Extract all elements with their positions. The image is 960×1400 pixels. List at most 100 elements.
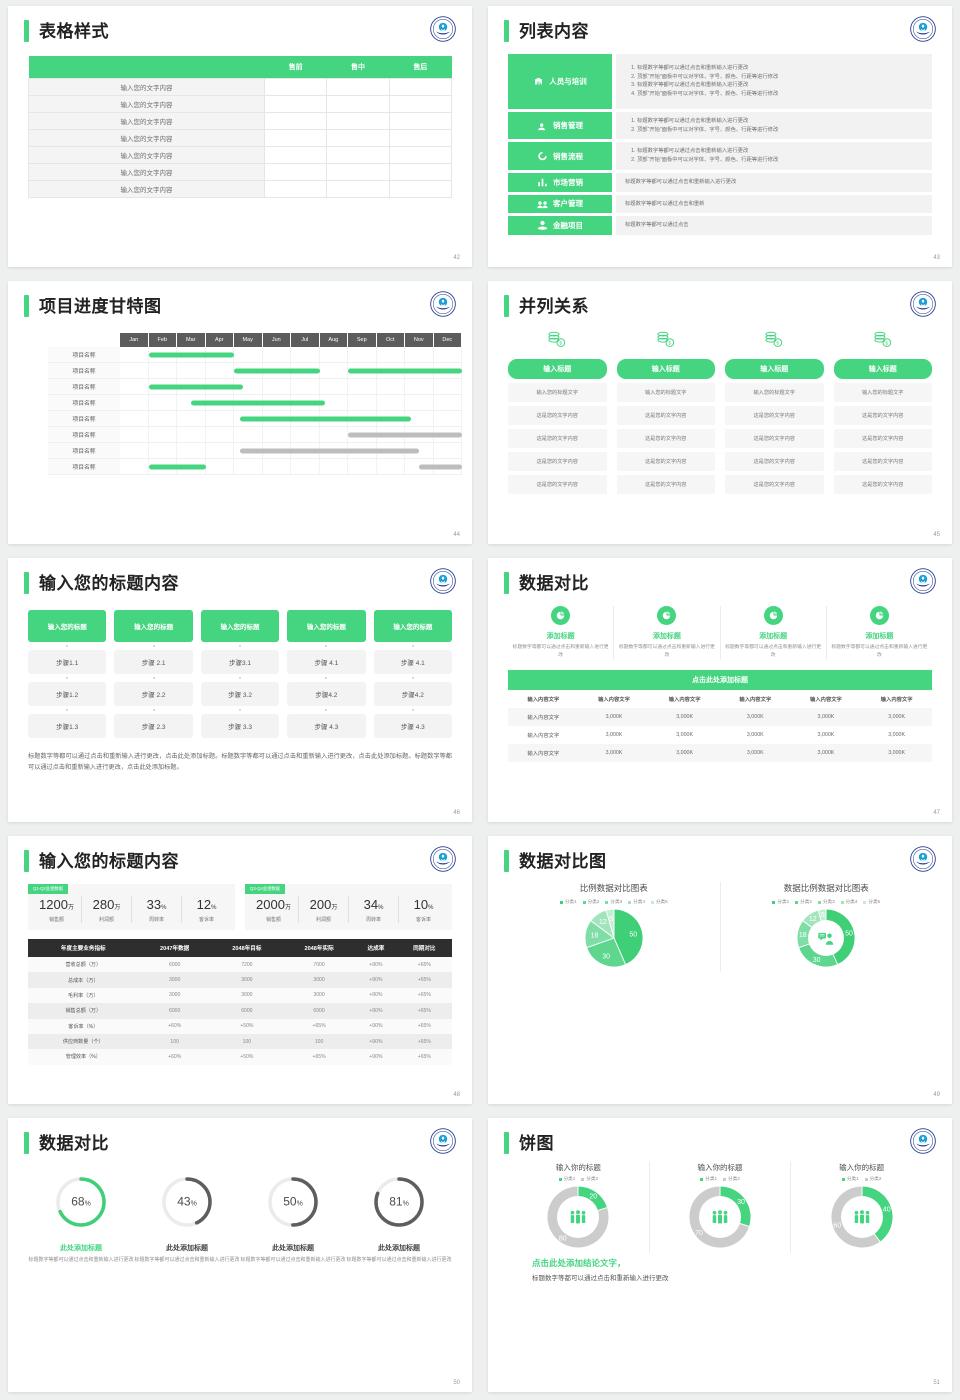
list-item-tag[interactable]: 金融项目 xyxy=(508,216,612,236)
step-item[interactable]: 步骤4.2 xyxy=(373,682,453,706)
stat-card[interactable]: 添加标题 标题数字等都可以通过点击和重新输入进行更改 xyxy=(508,606,615,661)
parallel-column-item[interactable]: 这是您的文字内容 xyxy=(616,452,715,471)
gantt-bar[interactable] xyxy=(234,368,320,373)
slide-cell-44[interactable]: 项目进度甘特图 Jan Feb Mar Apr May Jun Jul Aug Sep Oct No… xyxy=(0,275,480,552)
slide-cell-49[interactable]: 数据对比图 比例数据对比图表 分类1 分类2 分类3 分类4 分类5 50 30 18 12 5 数据… xyxy=(480,830,960,1112)
slide-42[interactable]: 表格样式 售前 售中 售后 输入您的文字内容 输入您的文字内容 输入您的文字内容 输入… xyxy=(8,6,472,267)
slide-cell-47[interactable]: 数据对比 添加标题 标题数字等都可以通过点击和重新输入进行更改 添加标题 标题数字等都… xyxy=(480,552,960,830)
step-item[interactable]: 步骤 4.3 xyxy=(287,714,366,738)
gantt-bar[interactable] xyxy=(191,400,326,405)
gantt-bar[interactable] xyxy=(148,384,243,389)
list-item-tag[interactable]: 销售管理 xyxy=(508,111,612,140)
parallel-column-item[interactable]: 输入您的标题文字 xyxy=(725,383,824,402)
legend-entry[interactable]: 分类2 xyxy=(582,899,599,905)
parallel-column-head[interactable]: 输入标题 xyxy=(616,359,715,379)
list-item[interactable]: 人员与培训标题数字等都可以通过点击和重新输入进行更改顶部“开始”面板中可以对字体… xyxy=(508,54,932,109)
slide-cell-50[interactable]: 数据对比 68% 此处添加标题 标题数字等都可以通过点击和重新输入进行更改 43% 此处… xyxy=(0,1112,480,1400)
slide-50[interactable]: 数据对比 68% 此处添加标题 标题数字等都可以通过点击和重新输入进行更改 43% 此处… xyxy=(8,1118,472,1392)
list-item[interactable]: 销售管理 标题数字等都可以通过点击和重新输入进行更改顶部“开始”面板中可以对字体、… xyxy=(508,111,932,140)
list-item-tag[interactable]: 人员与培训 xyxy=(508,54,612,109)
parallel-column-head[interactable]: 输入标题 xyxy=(508,359,607,379)
gantt-bar[interactable] xyxy=(419,464,462,469)
slide-cell-42[interactable]: 表格样式 售前 售中 售后 输入您的文字内容 输入您的文字内容 输入您的文字内容 输入… xyxy=(0,0,480,275)
step-item[interactable]: 步骤 3.2 xyxy=(200,682,280,706)
list-item-tag[interactable]: 客户管理 xyxy=(508,194,612,214)
legend-entry[interactable]: 分类1 xyxy=(772,899,789,905)
legend-entry[interactable]: 分类1 xyxy=(841,1176,859,1182)
legend-entry[interactable]: 分类4 xyxy=(840,899,857,905)
parallel-column-item[interactable]: 这是您的文字内容 xyxy=(725,475,824,494)
pie-slice[interactable] xyxy=(613,908,644,966)
gantt-bar[interactable] xyxy=(348,368,462,373)
step-item[interactable]: 步骤 2.1 xyxy=(114,650,193,674)
slide-cell-48[interactable]: 输入您的标题内容 Q1-Q2业绩数据 1200万 销售额 280万 利润额 33% 周转率 1… xyxy=(0,830,480,1112)
list-item[interactable]: 金融项目 标题数字等都可以通过点击 xyxy=(508,216,932,236)
parallel-column-item[interactable]: 这是您的文字内容 xyxy=(833,406,932,425)
parallel-column-item[interactable]: 输入您的标题文字 xyxy=(508,383,607,402)
pie-slice[interactable] xyxy=(585,937,626,968)
list-item[interactable]: 销售流程 标题数字等都可以通过点击和重新输入进行更改顶部“开始”面板中可以对字体、… xyxy=(508,142,932,170)
legend-entry[interactable]: 分类3 xyxy=(605,899,622,905)
list-item[interactable]: 市场营销 标题数字等都可以通过点击和重新输入进行更改 xyxy=(508,172,932,192)
gantt-bar[interactable] xyxy=(239,448,420,453)
stat-card[interactable]: 添加标题 标题数字等都可以通过点击和重新输入进行更改 xyxy=(721,606,827,661)
parallel-column-item[interactable]: 这是您的文字内容 xyxy=(725,406,824,425)
pie-slice[interactable] xyxy=(546,1185,610,1249)
stat-card[interactable]: 添加标题 标题数字等都可以通过点击和重新输入进行更改 xyxy=(614,606,721,661)
step-item[interactable]: 步骤 2.3 xyxy=(114,714,193,738)
step-item[interactable]: 步骤 3.3 xyxy=(200,714,280,738)
parallel-column-item[interactable]: 这是您的文字内容 xyxy=(616,429,715,448)
slide-51[interactable]: 饼图 输入你的标题 分类1 分类2 20 80 输入你的标题 分类1 分类2 30 70 输入你的标… xyxy=(488,1118,952,1392)
legend-entry[interactable]: 分类1 xyxy=(558,1176,575,1182)
parallel-column-item[interactable]: 这是您的文字内容 xyxy=(616,475,715,494)
step-item[interactable]: 步骤 2.2 xyxy=(114,682,193,706)
slide-cell-43[interactable]: 列表内容 人员与培训标题数字等都可以通过点击和重新输入进行更改顶部“开始”面板中… xyxy=(480,0,960,275)
slide-45[interactable]: 并列关系 $ 输入标题 输入您的标题文字 这是您的文字内容 这是您的文字内容 这是您的文字… xyxy=(488,281,952,544)
parallel-column-item[interactable]: 输入您的标题文字 xyxy=(616,383,715,402)
slide-cell-51[interactable]: 饼图 输入你的标题 分类1 分类2 20 80 输入你的标题 分类1 分类2 30 70 输入你的标… xyxy=(480,1112,960,1400)
step-column-head[interactable]: 输入您的标题 xyxy=(28,610,107,642)
legend-entry[interactable]: 分类3 xyxy=(817,899,835,905)
parallel-column-item[interactable]: 这是您的文字内容 xyxy=(725,429,824,448)
list-item-tag[interactable]: 销售流程 xyxy=(508,142,612,170)
list-item-tag[interactable]: 市场营销 xyxy=(508,172,612,192)
step-column-head[interactable]: 输入您的标题 xyxy=(287,610,366,642)
step-item[interactable]: 步骤 4.3 xyxy=(373,714,453,738)
parallel-column-item[interactable]: 这是您的文字内容 xyxy=(833,452,932,471)
legend-entry[interactable]: 分类2 xyxy=(581,1176,598,1182)
parallel-column-head[interactable]: 输入标题 xyxy=(725,359,824,379)
step-item[interactable]: 步骤 4.1 xyxy=(373,650,453,674)
legend-entry[interactable]: 分类2 xyxy=(795,899,812,905)
legend-entry[interactable]: 分类5 xyxy=(650,899,668,905)
pie-slice[interactable] xyxy=(605,908,615,939)
step-item[interactable]: 步骤1.2 xyxy=(28,682,107,706)
list-item[interactable]: 客户管理 标题数字等都可以通过点击和重新 xyxy=(508,194,932,214)
slide-43[interactable]: 列表内容 人员与培训标题数字等都可以通过点击和重新输入进行更改顶部“开始”面板中… xyxy=(488,6,952,267)
slide-cell-45[interactable]: 并列关系 $ 输入标题 输入您的标题文字 这是您的文字内容 这是您的文字内容 这是您的文字… xyxy=(480,275,960,552)
step-item[interactable]: 步骤3.1 xyxy=(200,650,280,674)
step-column-head[interactable]: 输入您的标题 xyxy=(114,610,193,642)
gantt-bar[interactable] xyxy=(239,416,411,421)
slide-cell-46[interactable]: 输入您的标题内容 输入您的标题 步骤1.1 步骤1.2 步骤1.3 输入您的标题 步骤 2… xyxy=(0,552,480,830)
legend-entry[interactable]: 分类4 xyxy=(628,899,645,905)
slide-48[interactable]: 输入您的标题内容 Q1-Q2业绩数据 1200万 销售额 280万 利润额 33% 周转率 1… xyxy=(8,836,472,1104)
stat-card[interactable]: 添加标题 标题数字等都可以通过点击和重新输入进行更改 xyxy=(827,606,932,660)
gantt-bar[interactable] xyxy=(348,432,462,437)
step-item[interactable]: 步骤1.3 xyxy=(28,714,107,738)
step-item[interactable]: 步骤1.1 xyxy=(28,650,107,674)
legend-entry[interactable]: 分类5 xyxy=(863,899,880,905)
step-column-head[interactable]: 输入您的标题 xyxy=(200,610,280,642)
parallel-column-item[interactable]: 这是您的文字内容 xyxy=(833,429,932,448)
gantt-bar[interactable] xyxy=(148,464,206,469)
parallel-column-item[interactable]: 这是您的文字内容 xyxy=(508,406,607,425)
step-item[interactable]: 步骤 4.1 xyxy=(287,650,366,674)
step-column-head[interactable]: 输入您的标题 xyxy=(373,610,453,642)
parallel-column-head[interactable]: 输入标题 xyxy=(833,359,932,379)
parallel-column-item[interactable]: 这是您的文字内容 xyxy=(616,406,715,425)
parallel-column-item[interactable]: 输入您的标题文字 xyxy=(833,383,932,402)
parallel-column-item[interactable]: 这是您的文字内容 xyxy=(833,475,932,494)
gantt-bar[interactable] xyxy=(148,352,234,357)
slide-47[interactable]: 数据对比 添加标题 标题数字等都可以通过点击和重新输入进行更改 添加标题 标题数字等都… xyxy=(488,558,952,822)
parallel-column-item[interactable]: 这是您的文字内容 xyxy=(725,452,824,471)
legend-entry[interactable]: 分类2 xyxy=(723,1176,740,1182)
